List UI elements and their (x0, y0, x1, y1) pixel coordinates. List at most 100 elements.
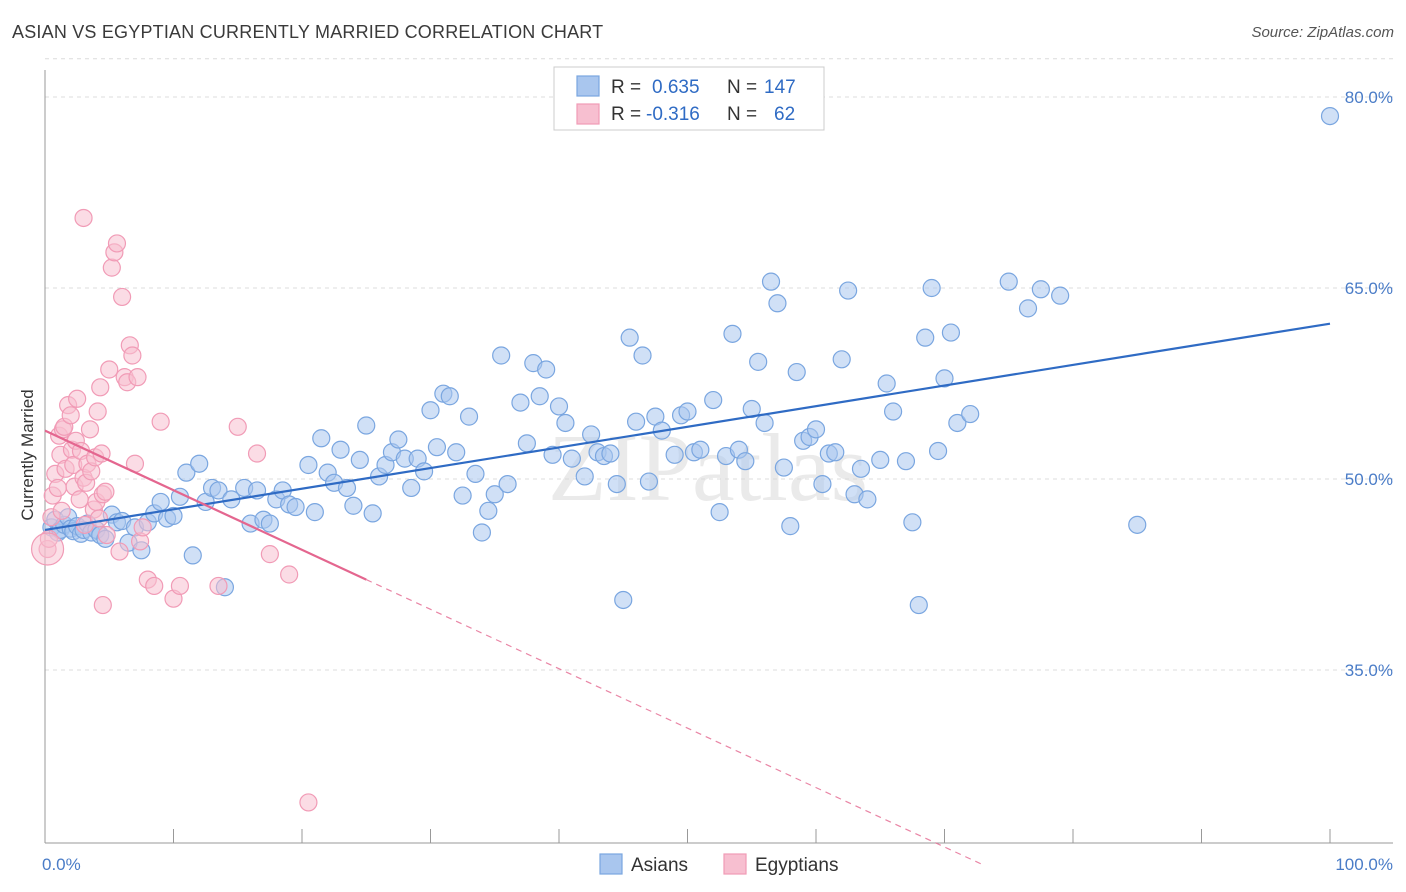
asian-point-29 (183, 546, 202, 565)
chart-source: Source: ZipAtlas.com (1251, 24, 1394, 41)
bottom-legend-label-asians: Asians (631, 855, 688, 876)
legend-swatch-egyptians (576, 103, 600, 125)
asian-point-95 (633, 346, 652, 365)
egyptian-point-38 (102, 258, 121, 277)
asian-point-129 (871, 450, 890, 469)
egyptian-point-25 (80, 420, 100, 439)
asian-point-44 (286, 497, 305, 517)
egyptian-point-57 (228, 417, 247, 436)
asian-point-134 (909, 595, 928, 615)
egyptian-point-8 (52, 501, 71, 520)
asian-point-71 (466, 464, 485, 484)
asian-point-28 (177, 463, 196, 482)
egyptian-point-56 (209, 576, 228, 596)
egyptian-trend-line (44, 429, 367, 581)
asian-point-120 (806, 420, 826, 439)
asian-point-73 (479, 501, 498, 520)
asian-point-92 (614, 590, 633, 610)
egyptian-point-46 (123, 346, 142, 365)
asian-point-24 (151, 492, 170, 512)
asian-point-146 (1128, 515, 1147, 534)
asian-point-77 (511, 393, 530, 412)
egyptian-point-60 (280, 565, 299, 584)
egyptian-point-59 (260, 545, 279, 564)
egyptian-point-5 (48, 478, 67, 498)
asian-point-86 (575, 467, 594, 486)
asian-point-112 (755, 413, 774, 433)
trend-lines (44, 322, 1331, 866)
asian-point-30 (190, 454, 209, 473)
legend-r-value-asians: 0.635 (652, 77, 700, 98)
egyptian-point-36 (97, 525, 116, 545)
asian-point-59 (389, 430, 408, 449)
asian-point-80 (530, 387, 549, 406)
egyptian-point-55 (170, 576, 190, 596)
asian-point-26 (164, 506, 183, 526)
bottom-legend-swatch-egyptians (723, 853, 747, 875)
asian-point-114 (768, 294, 787, 313)
egyptian-point-62 (74, 208, 93, 228)
egyptian-point-19 (70, 490, 89, 509)
egyptian-point-52 (145, 576, 164, 596)
bottom-legend-label-egyptians: Egyptians (755, 855, 838, 876)
y-axis-title: Currently Married (18, 389, 37, 520)
asian-point-85 (562, 449, 581, 468)
asian-point-135 (916, 328, 935, 347)
egyptian-point-cluster (30, 532, 65, 566)
asian-point-125 (839, 281, 858, 300)
asian-point-136 (922, 278, 941, 298)
egyptian-point-42 (112, 287, 132, 307)
egyptian-point-30 (88, 402, 107, 421)
asian-point-74 (485, 485, 504, 504)
asian-point-116 (781, 517, 800, 536)
correlation-legend: R = 0.635 N = 147 R = -0.316 N = 62 (553, 66, 825, 131)
asian-point-144 (1031, 280, 1050, 299)
legend-r-value-egyptians: -0.316 (646, 104, 700, 125)
asian-point-107 (723, 324, 742, 343)
asian-point-113 (761, 272, 781, 291)
asian-point-94 (626, 412, 646, 431)
egyptian-point-53 (151, 412, 170, 431)
asian-point-90 (601, 444, 620, 463)
egyptian-point-32 (91, 378, 110, 397)
asian-point-147 (1320, 106, 1340, 126)
asian-point-33 (209, 481, 228, 500)
egyptian-point-50 (133, 518, 152, 537)
asian-point-109 (736, 452, 755, 471)
asian-point-132 (896, 452, 916, 471)
asian-point-61 (402, 478, 421, 498)
y-tick-label-1: 50.0% (1345, 470, 1393, 489)
asian-point-47 (312, 429, 331, 448)
asian-point-131 (883, 402, 903, 421)
egyptian-point-48 (128, 368, 147, 387)
asian-point-121 (813, 474, 832, 494)
asian-point-55 (363, 504, 382, 523)
asian-point-70 (459, 407, 479, 426)
egyptian-point-41 (110, 542, 129, 561)
asian-point-128 (858, 490, 877, 509)
egyptian-point-40 (107, 234, 127, 253)
legend-n-label-egyptians: N = (727, 104, 757, 125)
asian-point-99 (665, 445, 684, 464)
legend-n-value-egyptians: 62 (774, 104, 795, 125)
egyptian-point-13 (61, 406, 80, 425)
asian-point-105 (710, 503, 729, 522)
asian-trend-line (44, 322, 1331, 532)
series-asians (42, 106, 1340, 615)
axes (44, 70, 1393, 844)
tick-labels: 35.0% 50.0% 65.0% 80.0% 0.0% 100.0% (42, 88, 1393, 874)
asian-point-67 (440, 387, 459, 406)
asian-point-96 (639, 472, 659, 491)
legend-n-value-asians: 147 (764, 77, 796, 98)
asian-point-65 (427, 438, 447, 457)
asian-point-50 (331, 440, 350, 459)
asian-point-115 (774, 458, 793, 477)
egyptian-point-31 (89, 509, 109, 528)
legend-n-label-asians: N = (727, 77, 757, 98)
asian-point-64 (421, 401, 440, 420)
asian-point-138 (935, 369, 954, 388)
asian-point-91 (607, 474, 626, 494)
asian-point-137 (928, 441, 948, 461)
asian-point-104 (704, 390, 723, 410)
asian-point-82 (543, 445, 562, 464)
